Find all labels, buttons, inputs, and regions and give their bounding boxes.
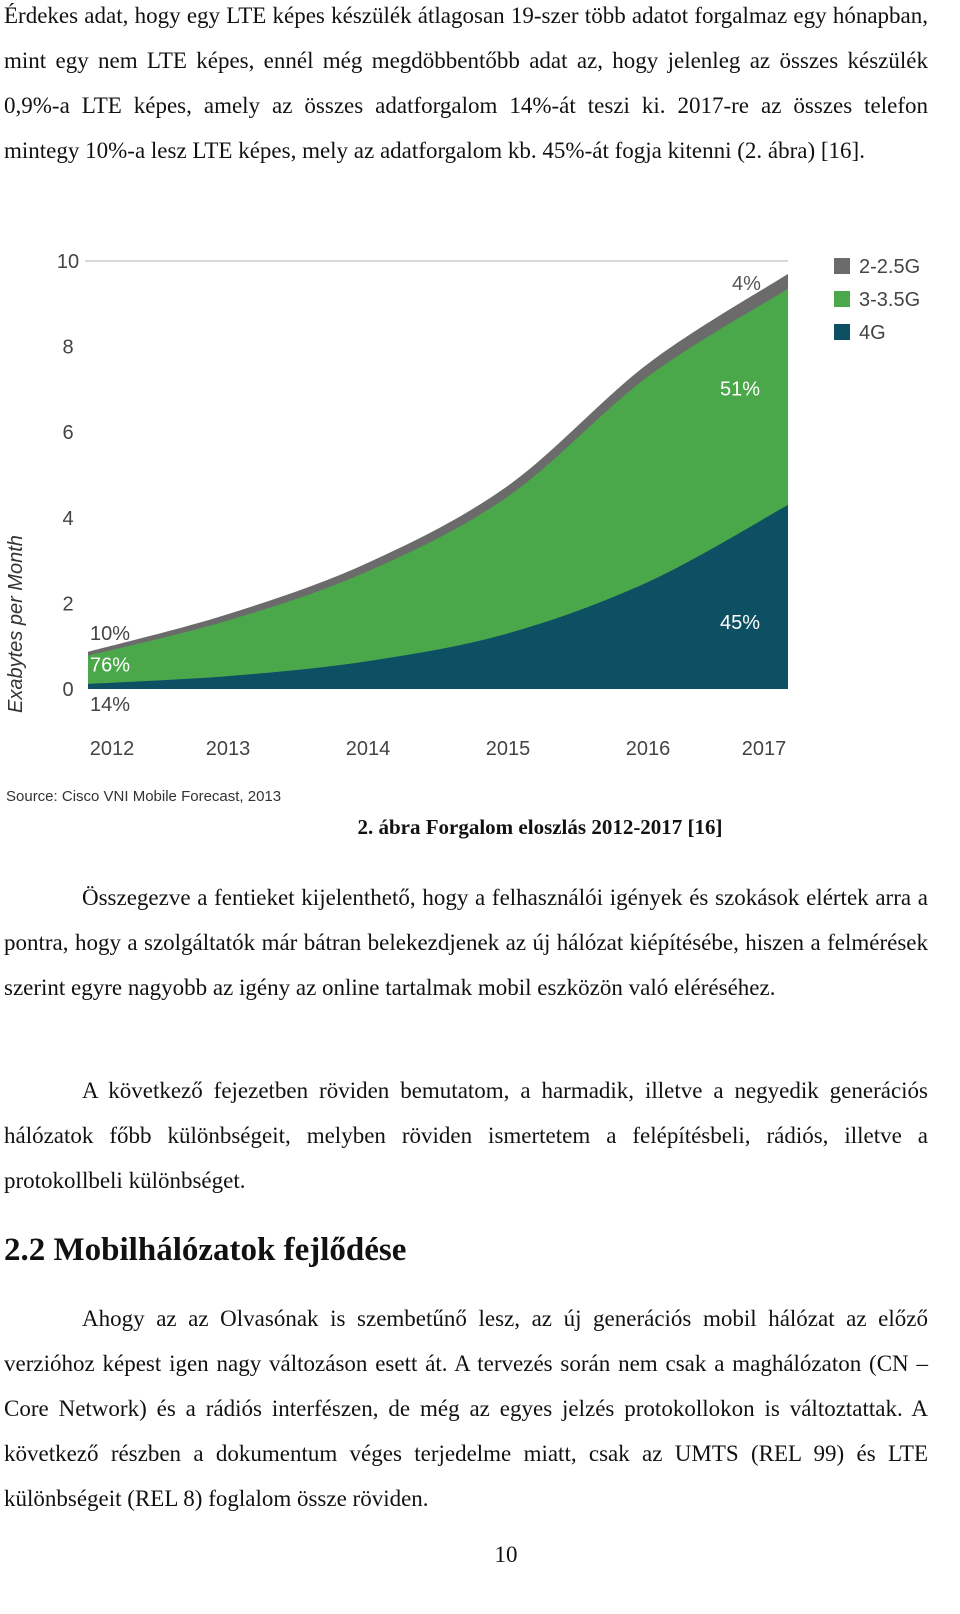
- y-tick-label: 6: [62, 422, 73, 444]
- x-tick-label: 2017: [742, 738, 787, 760]
- area-layers: [88, 273, 788, 689]
- legend-swatch: [834, 258, 850, 274]
- y-tick-label: 0: [62, 679, 73, 701]
- paragraph-summary: Összegezve a fentieket kijelenthető, hog…: [4, 885, 928, 1000]
- chart-source: Source: Cisco VNI Mobile Forecast, 2013: [6, 788, 281, 805]
- annotation-label: 4%: [732, 273, 761, 295]
- x-tick-label: 2014: [346, 738, 391, 760]
- y-axis-label: Exabytes per Month: [5, 535, 27, 713]
- annotation-label: 14%: [90, 694, 130, 716]
- legend-swatch: [834, 291, 850, 307]
- annotation-label: 45%: [720, 612, 760, 634]
- x-tick-label: 2015: [486, 738, 531, 760]
- chart-legend: 2-2.5G 3-3.5G 4G: [834, 256, 920, 344]
- paragraph-evolution: Ahogy az az Olvasónak is szembetűnő lesz…: [4, 1306, 928, 1511]
- x-ticks: 2012 2013 2014 2015 2016 2017: [90, 738, 787, 760]
- y-tick-label: 8: [62, 337, 73, 359]
- page-number: 10: [494, 1542, 518, 1567]
- annotation-label: 76%: [90, 655, 130, 677]
- y-tick-label: 4: [62, 508, 73, 530]
- y-ticks: 0 2 4 6 8 10: [57, 251, 79, 701]
- annotations: 10% 76% 14% 4% 51% 45%: [90, 273, 761, 716]
- paragraph-next-chapter: A következő fejezetben röviden bemutatom…: [4, 1078, 928, 1193]
- x-tick-label: 2012: [90, 738, 135, 760]
- legend-label: 2-2.5G: [859, 256, 920, 278]
- legend-swatch: [834, 324, 850, 340]
- figure-caption: 2. ábra Forgalom eloszlás 2012-2017 [16]: [357, 815, 723, 839]
- paragraph-lte-stats: Érdekes adat, hogy egy LTE képes készülé…: [4, 3, 928, 163]
- section-heading: 2.2 Mobilhálózatok fejlődése: [4, 1232, 407, 1268]
- area-3-3-5g: [88, 288, 788, 689]
- area-4g: [88, 504, 788, 689]
- legend-label: 3-3.5G: [859, 289, 920, 311]
- x-tick-label: 2013: [206, 738, 251, 760]
- x-tick-label: 2016: [626, 738, 671, 760]
- y-tick-label: 10: [57, 251, 79, 273]
- annotation-label: 51%: [720, 379, 760, 401]
- y-tick-label: 2: [62, 593, 73, 615]
- legend-label: 4G: [859, 322, 886, 344]
- annotation-label: 10%: [90, 623, 130, 645]
